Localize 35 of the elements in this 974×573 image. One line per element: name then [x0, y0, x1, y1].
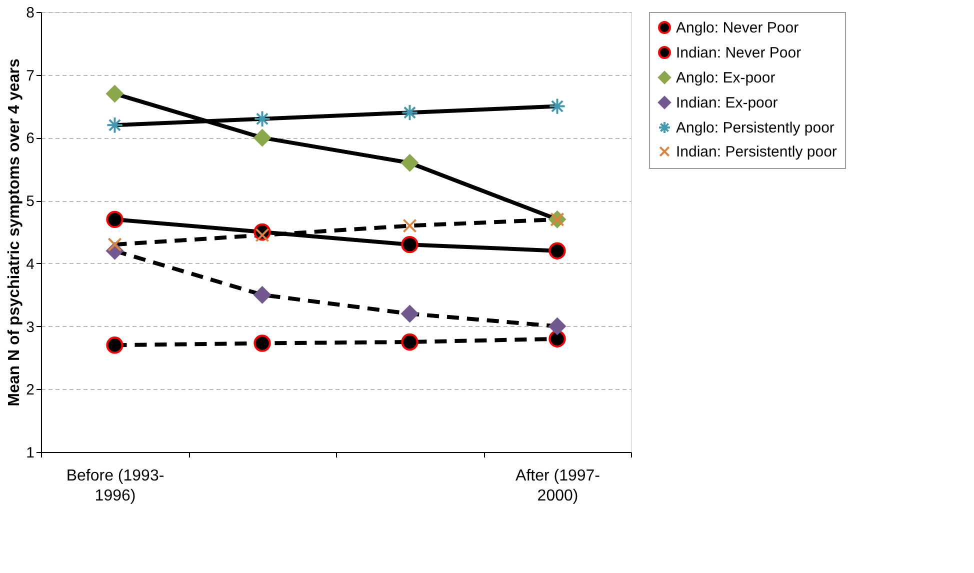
point — [106, 85, 124, 102]
y-tick-label: 5 — [26, 193, 34, 210]
point — [401, 154, 418, 172]
point — [106, 210, 124, 228]
point — [548, 98, 566, 115]
point — [402, 218, 417, 233]
point — [401, 236, 418, 254]
point — [548, 318, 566, 335]
y-tick-label: 4 — [26, 256, 34, 273]
point — [106, 116, 124, 134]
x-tick-label: Before (1993-1996) — [66, 468, 164, 504]
point — [401, 333, 418, 351]
point — [548, 330, 566, 348]
y-axis-title: Mean N of psychiatric symptoms over 4 years — [6, 58, 24, 406]
y-tick-label: 6 — [26, 130, 34, 148]
point — [254, 129, 271, 146]
point — [254, 286, 271, 304]
y-tick-label: 1 — [26, 444, 34, 462]
legend-label: Anglo: Never Poor — [676, 20, 799, 36]
legend-label: Anglo: Persistently poor — [676, 120, 834, 136]
point — [254, 110, 271, 128]
y-tick-label: 3 — [26, 318, 34, 336]
legend-label: Anglo: Ex-poor — [676, 70, 776, 86]
x-tick-label: After (1997-2000) — [516, 468, 600, 504]
y-tick-label: 7 — [26, 67, 34, 84]
point — [401, 104, 418, 122]
y-tick-label: 8 — [26, 4, 34, 22]
point — [106, 336, 124, 354]
point — [254, 334, 271, 352]
y-tick-label: 2 — [26, 382, 34, 399]
legend-label: Indian: Ex-poor — [676, 94, 778, 112]
legend-label: Indian: Never Poor — [676, 44, 802, 62]
legend-label: Indian: Persistently poor — [676, 144, 837, 160]
point — [548, 242, 566, 260]
point — [401, 305, 418, 322]
